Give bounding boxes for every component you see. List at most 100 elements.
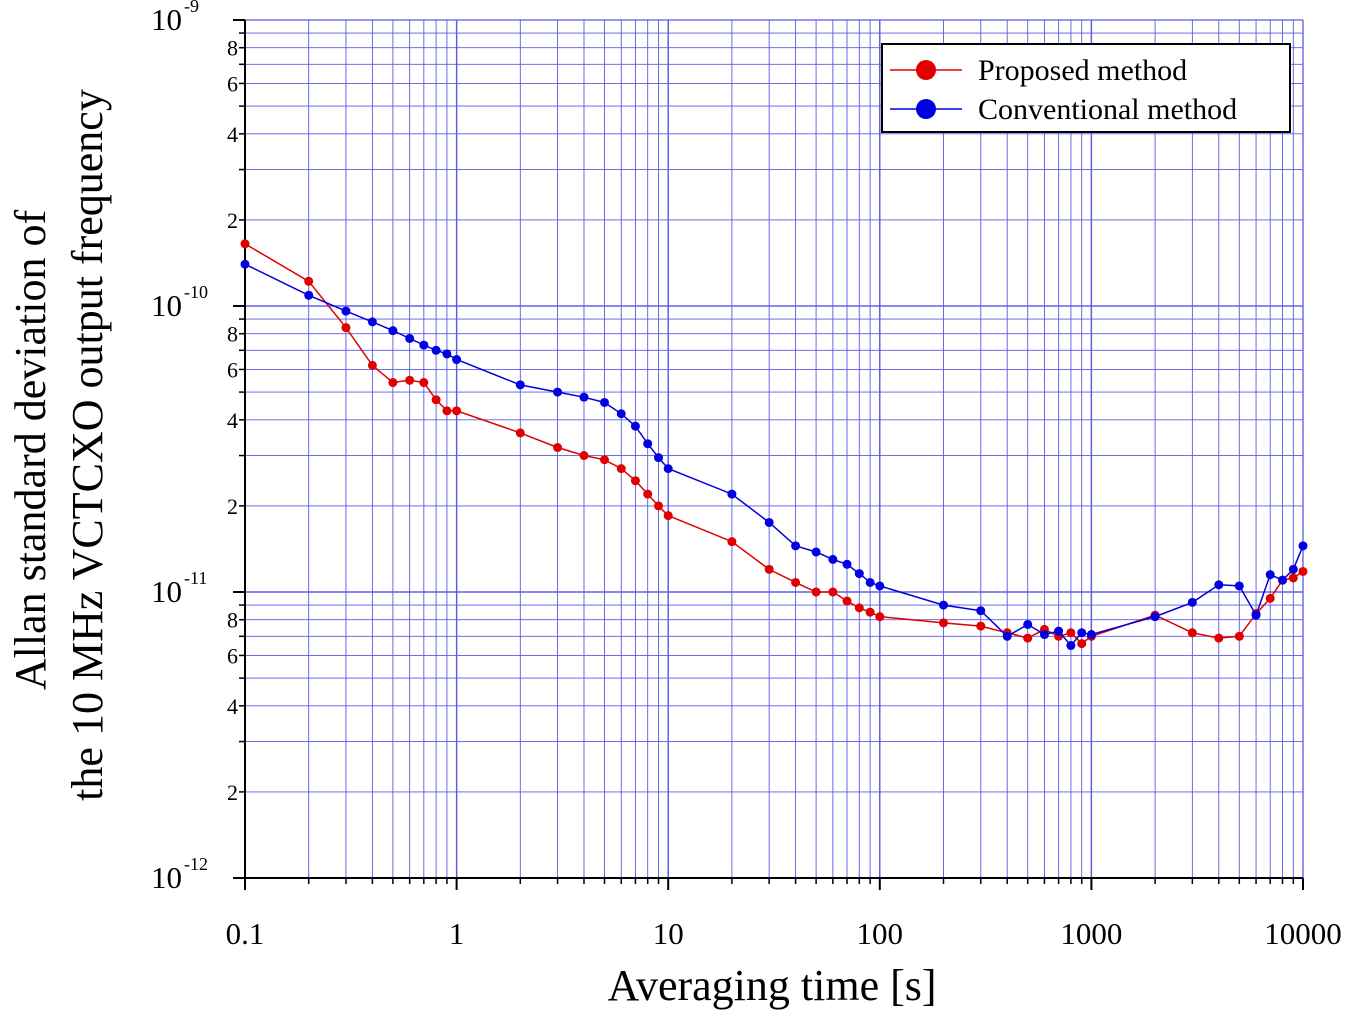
legend-box bbox=[881, 43, 1291, 133]
data-point-conventional-method bbox=[811, 547, 821, 557]
data-point-proposed-method bbox=[865, 607, 875, 617]
data-point-conventional-method bbox=[865, 577, 875, 587]
data-point-conventional-method bbox=[764, 517, 774, 527]
data-point-conventional-method bbox=[1077, 628, 1087, 638]
x-tick-label: 10000 bbox=[1264, 916, 1342, 951]
y-minor-tick-label: 4 bbox=[227, 408, 238, 433]
y-tick-label: 10 bbox=[151, 860, 182, 895]
legend-marker-conventional bbox=[916, 99, 936, 119]
data-point-conventional-method bbox=[1039, 630, 1049, 640]
data-point-conventional-method bbox=[1251, 610, 1261, 620]
data-point-proposed-method bbox=[616, 464, 626, 474]
data-point-conventional-method bbox=[643, 439, 653, 449]
data-point-conventional-method bbox=[938, 600, 948, 610]
y-tick-exponent: -12 bbox=[184, 854, 208, 874]
data-point-proposed-method bbox=[811, 587, 821, 597]
x-tick-label: 10 bbox=[653, 916, 684, 951]
data-point-proposed-method bbox=[553, 443, 563, 453]
data-point-conventional-method bbox=[1288, 564, 1298, 574]
data-point-proposed-method bbox=[515, 428, 525, 438]
data-point-conventional-method bbox=[579, 392, 589, 402]
data-point-proposed-method bbox=[442, 406, 452, 416]
plot-grid bbox=[244, 19, 1304, 879]
data-point-conventional-method bbox=[1234, 581, 1244, 591]
data-point-proposed-method bbox=[600, 455, 610, 465]
data-point-conventional-method bbox=[842, 559, 852, 569]
legend-marker-proposed bbox=[916, 60, 936, 80]
y-minor-tick-label: 6 bbox=[227, 71, 238, 96]
data-point-proposed-method bbox=[854, 603, 864, 613]
data-point-proposed-method bbox=[1265, 593, 1275, 603]
data-point-proposed-method bbox=[976, 621, 986, 631]
y-minor-tick-label: 4 bbox=[227, 694, 238, 719]
y-tick-label: 10 bbox=[151, 288, 182, 323]
data-point-proposed-method bbox=[828, 587, 838, 597]
data-point-conventional-method bbox=[875, 581, 885, 591]
data-point-conventional-method bbox=[654, 453, 664, 463]
data-point-proposed-method bbox=[938, 618, 948, 628]
data-point-proposed-method bbox=[875, 612, 885, 622]
y-tick-exponent: -9 bbox=[184, 0, 199, 16]
data-point-proposed-method bbox=[1023, 633, 1033, 643]
y-minor-tick-label: 2 bbox=[227, 780, 238, 805]
data-point-conventional-method bbox=[1187, 597, 1197, 607]
data-point-proposed-method bbox=[764, 564, 774, 574]
data-point-conventional-method bbox=[854, 569, 864, 579]
data-point-conventional-method bbox=[515, 380, 525, 390]
x-tick-label: 100 bbox=[857, 916, 904, 951]
data-point-proposed-method bbox=[419, 378, 429, 388]
data-point-conventional-method bbox=[367, 317, 377, 327]
y-minor-tick-label: 4 bbox=[227, 122, 238, 147]
data-point-proposed-method bbox=[431, 395, 441, 405]
data-point-conventional-method bbox=[600, 397, 610, 407]
data-point-conventional-method bbox=[304, 290, 314, 300]
data-point-proposed-method bbox=[1077, 639, 1087, 649]
data-point-proposed-method bbox=[791, 577, 801, 587]
series-line-conventional-method bbox=[244, 263, 1304, 647]
data-point-conventional-method bbox=[1023, 619, 1033, 629]
data-point-conventional-method bbox=[240, 259, 250, 269]
y-minor-tick-label: 8 bbox=[227, 36, 238, 61]
data-point-proposed-method bbox=[1214, 633, 1224, 643]
data-point-proposed-method bbox=[663, 511, 673, 521]
data-point-conventional-method bbox=[405, 333, 415, 343]
x-axis-title: Averaging time [s] bbox=[607, 961, 936, 1010]
data-point-proposed-method bbox=[1234, 631, 1244, 641]
data-point-proposed-method bbox=[388, 378, 398, 388]
legend-label-conventional: Conventional method bbox=[978, 93, 1237, 126]
y-minor-tick-label: 2 bbox=[227, 208, 238, 233]
data-point-proposed-method bbox=[367, 360, 377, 370]
plot-frame bbox=[244, 20, 1303, 879]
data-point-proposed-method bbox=[240, 239, 250, 249]
data-point-conventional-method bbox=[828, 554, 838, 564]
y-minor-tick-label: 8 bbox=[227, 608, 238, 633]
data-point-proposed-method bbox=[1187, 628, 1197, 638]
y-minor-tick-label: 6 bbox=[227, 357, 238, 382]
y-tick-label: 10 bbox=[151, 2, 182, 37]
y-tick-exponent: -10 bbox=[184, 282, 208, 302]
data-point-conventional-method bbox=[1086, 630, 1096, 640]
data-point-conventional-method bbox=[1002, 631, 1012, 641]
data-point-proposed-method bbox=[654, 501, 664, 511]
data-point-proposed-method bbox=[405, 375, 415, 385]
data-point-proposed-method bbox=[579, 451, 589, 461]
series-layer bbox=[240, 239, 1308, 651]
data-point-conventional-method bbox=[388, 326, 398, 336]
data-point-proposed-method bbox=[842, 596, 852, 606]
data-point-proposed-method bbox=[341, 323, 351, 333]
x-axis: 0.1 1 10 100 1000 10000 bbox=[226, 878, 1342, 951]
data-point-proposed-method bbox=[1288, 573, 1298, 583]
data-point-conventional-method bbox=[341, 306, 351, 316]
data-point-conventional-method bbox=[1298, 541, 1308, 551]
data-point-conventional-method bbox=[553, 387, 563, 397]
series-line-proposed-method bbox=[244, 243, 1304, 645]
data-point-proposed-method bbox=[630, 476, 640, 486]
data-point-conventional-method bbox=[663, 464, 673, 474]
y-tick-exponent: -11 bbox=[184, 568, 207, 588]
data-point-conventional-method bbox=[976, 606, 986, 616]
data-point-conventional-method bbox=[727, 489, 737, 499]
y-tick-label: 10 bbox=[151, 574, 182, 609]
x-tick-label: 0.1 bbox=[226, 916, 265, 951]
